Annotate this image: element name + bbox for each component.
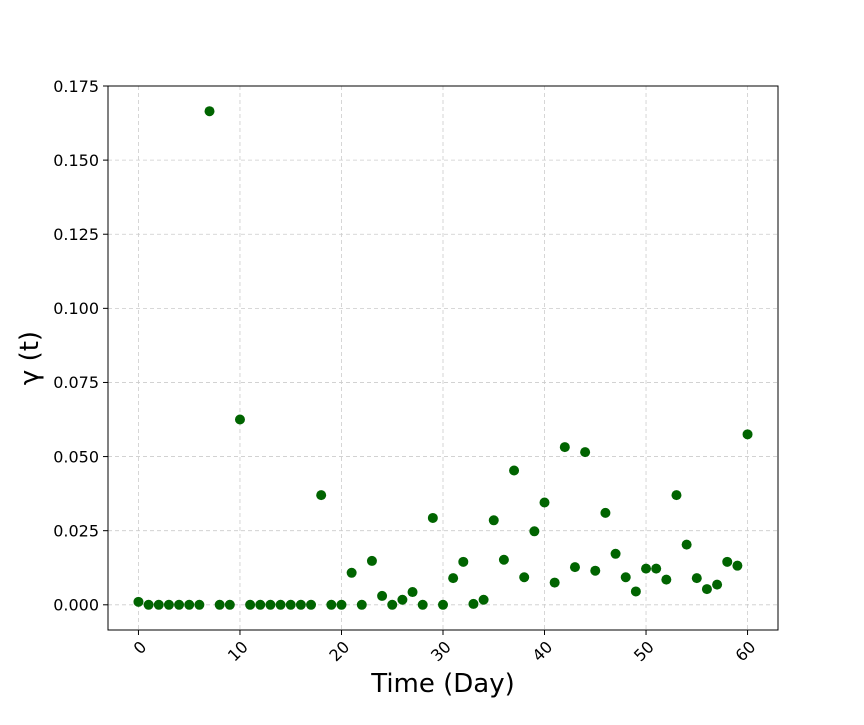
data-points [133,106,753,610]
data-point [468,598,479,609]
x-tick-label: 60 [732,637,760,665]
data-point [701,584,712,595]
data-point [438,599,448,610]
data-point [580,447,591,458]
data-point [133,596,144,607]
data-point [377,590,388,601]
data-point [265,599,276,610]
plot-frame [107,85,779,631]
data-point [234,414,245,425]
y-tick-label: 0.000 [53,596,99,615]
data-point [478,594,489,605]
x-tick-label: 40 [528,637,556,665]
data-point [316,490,327,501]
data-point [569,562,580,573]
data-point [559,442,570,453]
y-tick-label: 0.050 [53,447,99,466]
data-point [732,560,743,571]
data-point [194,599,205,610]
y-tick-label: 0.150 [53,151,99,170]
data-point [712,579,723,590]
data-point [204,106,215,117]
data-point [366,555,377,566]
data-point [661,574,672,585]
data-point [427,512,438,523]
data-point [387,599,398,610]
data-point [529,526,540,537]
data-point [174,599,185,610]
data-point [630,586,641,597]
data-point [458,556,469,567]
data-point [326,599,337,610]
y-axis-title: γ (t) [15,331,45,385]
data-point [184,599,195,610]
data-point [620,572,631,583]
x-tick-label: 50 [630,637,658,665]
data-point [691,573,702,584]
grid [108,85,778,630]
data-point [448,573,459,584]
data-point [275,599,286,610]
data-point [336,599,347,610]
data-point [356,599,367,610]
data-point [519,572,530,583]
data-point [539,497,550,508]
data-point [306,599,317,610]
data-point [143,599,154,610]
data-point [295,599,306,610]
y-tick-label: 0.175 [53,77,99,96]
x-tick-label: 20 [325,637,353,665]
y-tick-label: 0.125 [53,225,99,244]
data-point [163,599,174,610]
x-tick-label: 10 [224,637,252,665]
data-point [651,563,662,574]
data-point [346,567,357,578]
data-point [397,594,408,605]
data-point [245,599,256,610]
y-tick-label: 0.075 [53,373,99,392]
data-point [417,599,428,610]
data-point [590,565,601,576]
x-tick-label: 30 [427,637,455,665]
x-axis-title: Time (Day) [370,669,515,699]
data-point [224,599,235,610]
data-point [509,465,520,476]
data-point [641,563,652,574]
data-point [407,587,418,598]
data-point [153,599,164,610]
data-point [600,507,611,518]
x-tick-label: 0 [130,637,151,658]
data-point [549,577,560,588]
data-point [214,599,225,610]
y-tick-label: 0.100 [53,299,99,318]
data-point [488,515,499,526]
data-point [671,490,682,501]
y-tick-label: 0.025 [53,521,99,540]
data-point [285,599,296,610]
data-point [498,554,509,565]
data-point [722,556,733,567]
data-point [610,548,621,559]
tick-labels: 0 10 20 30 40 50 60 0.000 0.025 0.050 0.075 0.100 0.… [53,77,759,665]
data-point [255,599,266,610]
data-point [681,539,692,550]
axis-ticks [103,85,749,635]
data-point [742,429,753,440]
